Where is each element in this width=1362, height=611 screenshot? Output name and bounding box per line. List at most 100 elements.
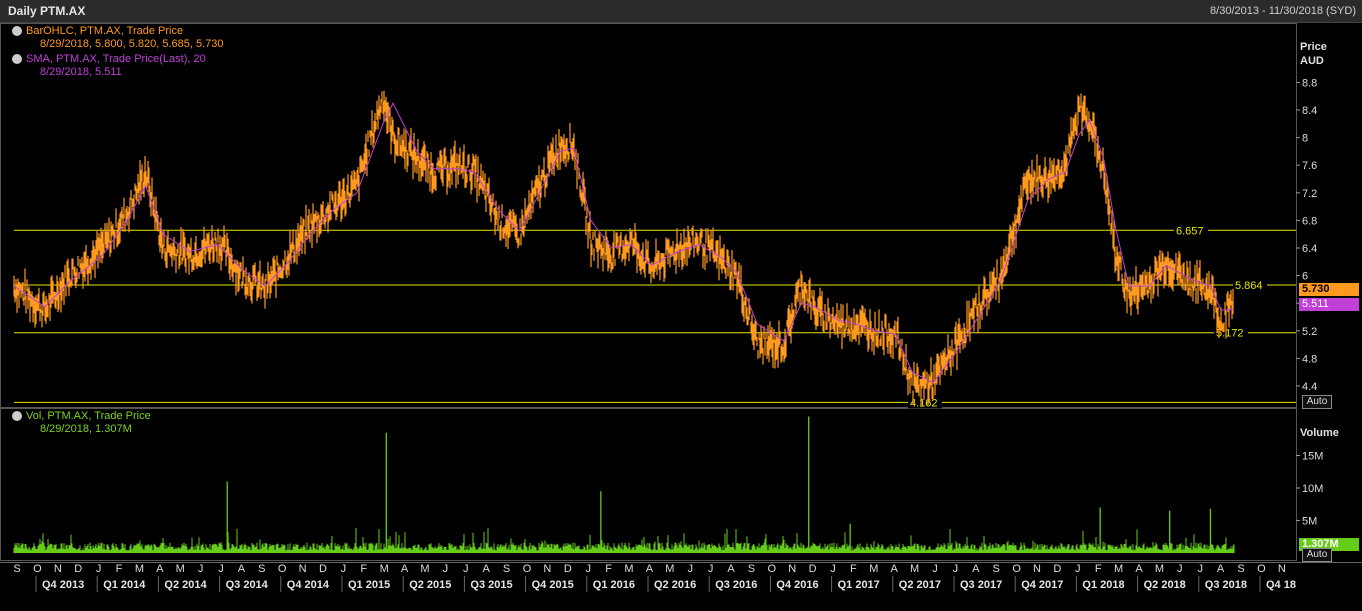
month-tick-label: M	[176, 563, 185, 575]
month-tick-label: O	[768, 563, 777, 575]
price-axis-label-1: Price	[1300, 41, 1327, 53]
month-tick-label: N	[1278, 563, 1286, 575]
month-tick-label: D	[809, 563, 817, 575]
month-tick-label: M	[910, 563, 919, 575]
price-tick-label: 6	[1302, 271, 1308, 283]
month-tick-label: A	[727, 563, 735, 575]
month-tick-label: F	[1095, 563, 1102, 575]
quarter-tick-label: Q1 2015	[348, 579, 390, 591]
legend-bar-values: 8/29/2018, 5.800, 5.820, 5.685, 5.730	[40, 38, 224, 50]
chart-title: Daily PTM.AX	[8, 4, 86, 18]
price-axis-label: Price AUD	[1300, 40, 1327, 68]
quarter-tick-label: Q3 2016	[715, 579, 757, 591]
legend-sma-title: SMA, PTM.AX, Trade Price(Last), 20	[26, 53, 206, 65]
last-volume-badge: 1.307M	[1299, 538, 1359, 551]
price-tick-label: 5.2	[1302, 326, 1317, 338]
month-tick-label: S	[748, 563, 755, 575]
price-pane-frame	[0, 23, 1297, 408]
series-menu-icon[interactable]	[12, 54, 22, 64]
quarter-band	[0, 575, 1362, 611]
quarter-tick-label: Q3 2015	[470, 579, 512, 591]
month-tick-label: J	[830, 563, 836, 575]
month-tick-label: M	[869, 563, 878, 575]
month-tick-label: J	[687, 563, 693, 575]
quarter-tick-label: Q1 2017	[838, 579, 880, 591]
month-tick-label: J	[708, 563, 714, 575]
month-tick-label: J	[463, 563, 469, 575]
month-tick-label: O	[1012, 563, 1021, 575]
month-tick-label: M	[380, 563, 389, 575]
month-tick-label: J	[443, 563, 449, 575]
quarter-tick-label: Q1 2016	[593, 579, 635, 591]
month-tick-label: N	[54, 563, 62, 575]
last-price-badge: 5.730	[1299, 283, 1359, 296]
month-tick-label: O	[1257, 563, 1266, 575]
horizontal-line-label: 6.657	[1176, 225, 1204, 237]
series-menu-icon[interactable]	[12, 26, 22, 36]
price-tick-label: 4.4	[1302, 381, 1317, 393]
legend-sma-values: 8/29/2018, 5.511	[40, 66, 122, 78]
volume-tick-label: 10M	[1302, 483, 1323, 495]
quarter-tick-label: Q2 2017	[899, 579, 941, 591]
month-tick-label: D	[564, 563, 572, 575]
volume-auto-scale-button[interactable]: Auto	[1302, 548, 1332, 562]
month-tick-label: O	[523, 563, 532, 575]
quarter-tick-label: Q3 2018	[1205, 579, 1247, 591]
month-tick-label: M	[624, 563, 633, 575]
month-tick-label: F	[850, 563, 857, 575]
month-tick-label: J	[932, 563, 938, 575]
month-tick-label: A	[891, 563, 899, 575]
quarter-tick-label: Q4 2017	[1021, 579, 1063, 591]
legend-bar[interactable]: BarOHLC, PTM.AX, Trade Price 8/29/2018, …	[12, 25, 224, 51]
horizontal-line-label-bg	[1233, 278, 1267, 291]
month-tick-label: M	[1114, 563, 1123, 575]
price-tick-label: 8.4	[1302, 105, 1317, 117]
month-tick-label: D	[74, 563, 82, 575]
price-tick-label: 4.8	[1302, 353, 1317, 365]
horizontal-line-label: 4.162	[910, 397, 938, 409]
legend-volume-title: Vol, PTM.AX, Trade Price	[26, 410, 151, 422]
quarter-tick-label: Q2 2015	[409, 579, 451, 591]
month-tick-label: F	[360, 563, 367, 575]
horizontal-line-label: 5.864	[1235, 280, 1263, 292]
month-tick-label: A	[972, 563, 980, 575]
date-range[interactable]: 8/30/2013 - 11/30/2018 (SYD)	[1210, 5, 1356, 17]
quarter-tick-label: Q4 2016	[776, 579, 818, 591]
month-tick-label: O	[278, 563, 287, 575]
quarter-tick-label: Q4 2014	[287, 579, 330, 591]
volume-tick-label: 5M	[1302, 516, 1317, 528]
month-tick-label: O	[33, 563, 42, 575]
price-auto-scale-button[interactable]: Auto	[1302, 395, 1332, 409]
legend-bar-title: BarOHLC, PTM.AX, Trade Price	[26, 25, 184, 37]
volume-axis-label: Volume	[1300, 427, 1339, 439]
month-tick-label: D	[1053, 563, 1061, 575]
volume-tick-label: 15M	[1302, 451, 1323, 463]
price-tick-label: 6.8	[1302, 215, 1317, 227]
quarter-tick-label: Q2 2018	[1144, 579, 1186, 591]
quarter-tick-label: Q3 2017	[960, 579, 1002, 591]
legend-volume[interactable]: Vol, PTM.AX, Trade Price 8/29/2018, 1.30…	[12, 410, 151, 436]
month-tick-label: A	[401, 563, 409, 575]
month-tick-label: J	[953, 563, 959, 575]
quarter-tick-label: Q4 18	[1266, 579, 1296, 591]
price-tick-label: 7.2	[1302, 188, 1317, 200]
quarter-tick-label: Q2 2014	[164, 579, 207, 591]
last-sma-badge: 5.511	[1299, 298, 1359, 311]
month-tick-label: A	[1135, 563, 1143, 575]
month-tick-label: A	[646, 563, 654, 575]
legend-volume-values: 8/29/2018, 1.307M	[40, 423, 132, 435]
month-tick-label: S	[1237, 563, 1244, 575]
month-tick-label: M	[665, 563, 674, 575]
price-tick-label: 8	[1302, 133, 1308, 145]
month-tick-label: A	[156, 563, 164, 575]
quarter-tick-label: Q2 2016	[654, 579, 696, 591]
month-tick-label: J	[198, 563, 204, 575]
month-tick-label: N	[543, 563, 551, 575]
quarter-tick-label: Q3 2014	[226, 579, 269, 591]
month-tick-label: J	[585, 563, 591, 575]
legend-sma[interactable]: SMA, PTM.AX, Trade Price(Last), 20 8/29/…	[12, 53, 206, 79]
series-menu-icon[interactable]	[12, 411, 22, 421]
month-tick-label: M	[420, 563, 429, 575]
